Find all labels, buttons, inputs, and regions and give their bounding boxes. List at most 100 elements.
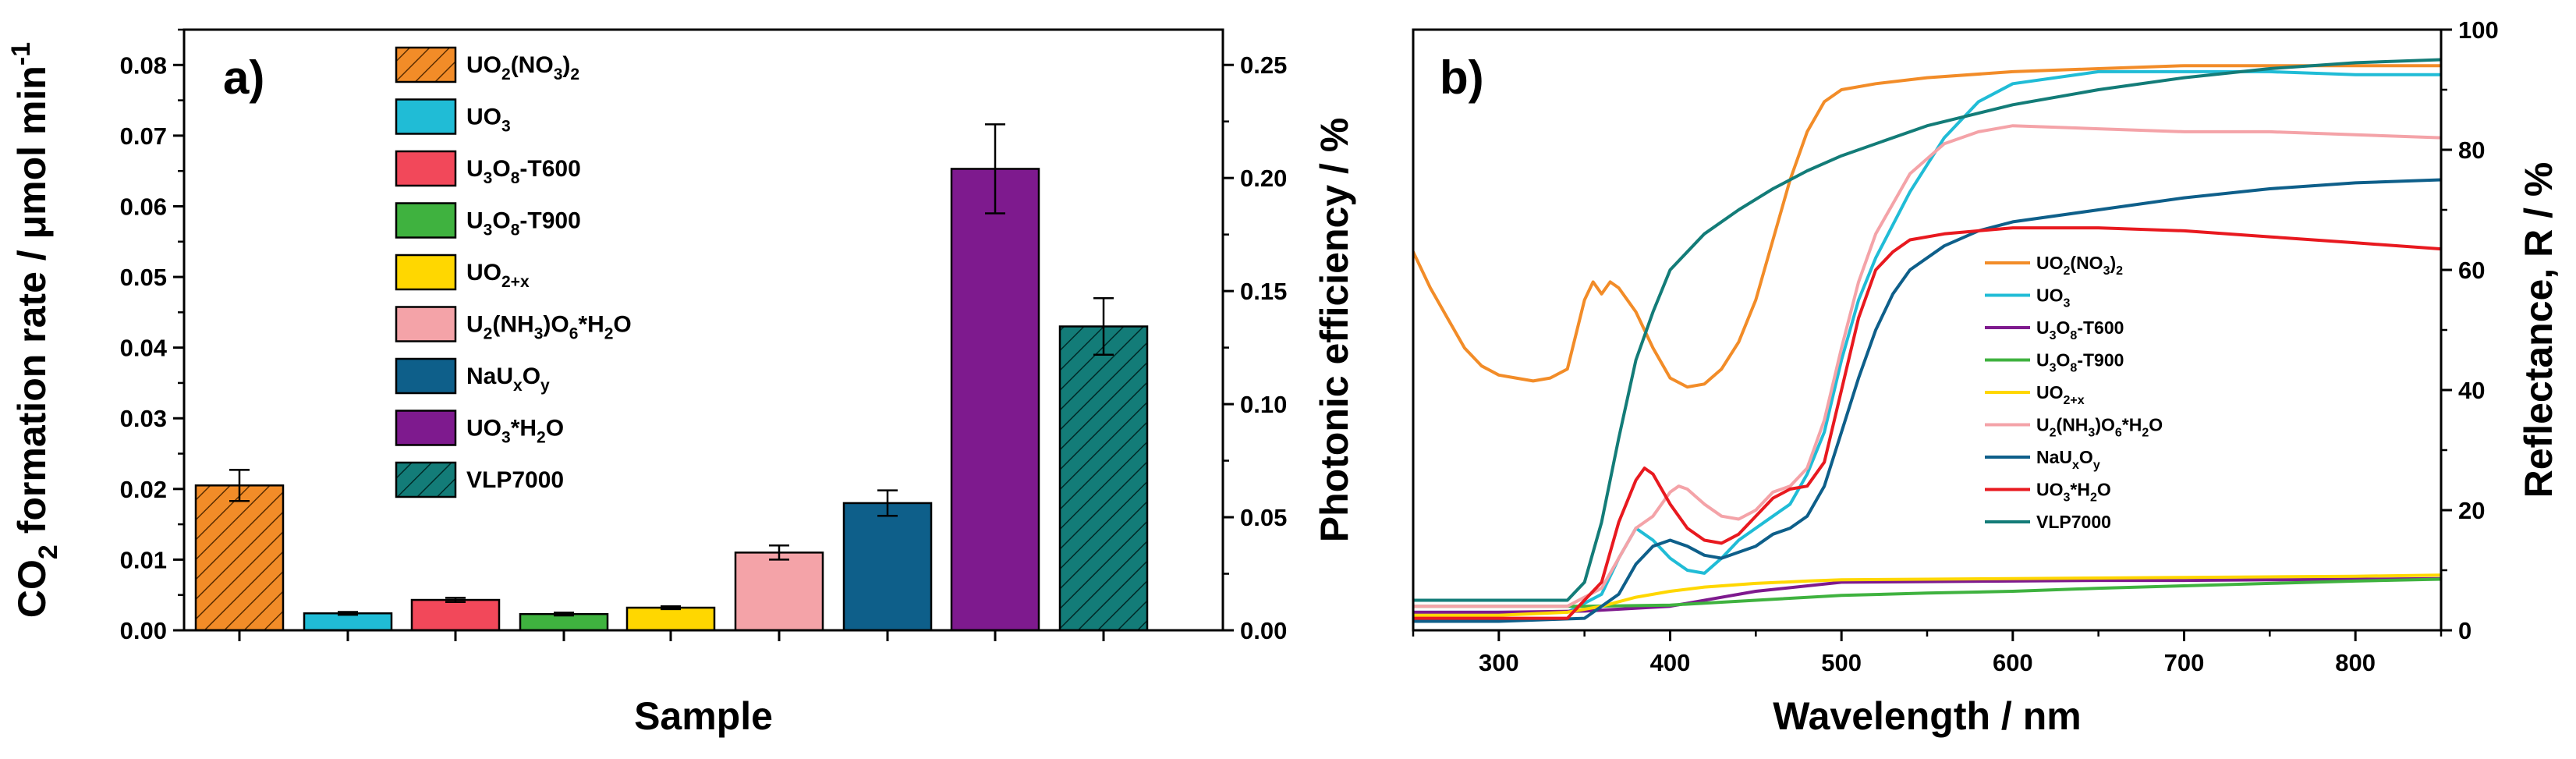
y2-tick-label: 0.25 bbox=[1240, 51, 1287, 79]
y-tick-label: 0.08 bbox=[120, 51, 167, 79]
bar-U3O8-T900 bbox=[519, 612, 609, 632]
legend-swatch-U3O8-T900 bbox=[395, 202, 457, 239]
legend-label-U3O8-T600: U3O8-T600 bbox=[466, 156, 581, 187]
error-bars bbox=[229, 123, 1114, 617]
error-bar-UO2(NO3)2 bbox=[229, 469, 250, 502]
x-tick-label: 500 bbox=[1821, 649, 1862, 676]
y-axis-label: CO2 formation rate / μmol min-1 bbox=[6, 42, 63, 618]
reflectance-series bbox=[1413, 58, 2441, 623]
error-bar-NaUxOy bbox=[877, 489, 898, 517]
legend-label-NaUxOy: NaUxOy bbox=[466, 364, 550, 395]
plot-frame bbox=[1412, 28, 2443, 632]
y2-tick-label: 0.15 bbox=[1240, 278, 1287, 305]
y-axis-ticks: 0 20 40 60 80 100 bbox=[2441, 16, 2499, 644]
y-tick-label: 40 bbox=[2458, 377, 2485, 404]
legend-label-NaUxOy: NaUxOy bbox=[2036, 447, 2100, 472]
y2-tick-label: 0.20 bbox=[1240, 165, 1287, 192]
y-tick-label: 0.01 bbox=[120, 546, 167, 573]
y-tick-label: 0.07 bbox=[120, 122, 167, 150]
legend-swatch-VLP7000 bbox=[395, 461, 457, 498]
bar-NaUxOy bbox=[842, 502, 933, 632]
y-tick-label: 0.06 bbox=[120, 193, 167, 220]
series-line-UO2+x bbox=[1413, 573, 2441, 617]
legend-label-VLP7000: VLP7000 bbox=[2036, 512, 2111, 532]
legend-swatch-UO3*H2O bbox=[395, 410, 457, 446]
legend: UO2(NO3)2 UO3 U3O8-T600 U3O8-T900 UO2+x U2(NH… bbox=[1985, 253, 2163, 532]
series-line-VLP7000 bbox=[1413, 58, 2441, 602]
y2-tick-label: 0.00 bbox=[1240, 617, 1287, 644]
x-tick-label: 600 bbox=[1993, 649, 2033, 676]
y-tick-label: 0.03 bbox=[120, 405, 167, 432]
legend-swatch-UO2(NO3)2 bbox=[395, 46, 457, 83]
legend-label-UO2+x: UO2+x bbox=[2036, 382, 2085, 407]
y-tick-label: 80 bbox=[2458, 137, 2485, 164]
legend-label-UO2(NO3)2: UO2(NO3)2 bbox=[2036, 253, 2123, 278]
y-tick-label: 100 bbox=[2458, 16, 2499, 44]
y2-tick-label: 0.10 bbox=[1240, 391, 1287, 418]
legend-label-UO3*H2O: UO3*H2O bbox=[2036, 480, 2111, 505]
legend-label-VLP7000: VLP7000 bbox=[466, 467, 564, 493]
legend-label-UO3: UO3 bbox=[466, 105, 511, 136]
legend-label-UO2+x: UO2+x bbox=[466, 260, 530, 291]
error-bar-U2(NH3)O6*H2O bbox=[769, 544, 789, 561]
x-axis-ticks: 300 400 500 600 700 800 bbox=[1412, 630, 2443, 676]
y-tick-label: 60 bbox=[2458, 257, 2485, 284]
error-bar-UO3*H2O bbox=[985, 123, 1005, 215]
plot-frame bbox=[182, 28, 1224, 632]
legend-label-UO3*H2O: UO3*H2O bbox=[466, 416, 564, 447]
x-tick-label: 700 bbox=[2164, 649, 2205, 676]
bar-U3O8-T600 bbox=[410, 598, 501, 632]
bar-UO2(NO3)2 bbox=[194, 484, 285, 632]
legend-label-UO2(NO3)2: UO2(NO3)2 bbox=[466, 52, 579, 83]
y-tick-label: 0.02 bbox=[120, 476, 167, 503]
legend-swatch-NaUxOy bbox=[395, 357, 457, 395]
legend-swatch-U2(NH3)O6*H2O bbox=[395, 306, 457, 342]
series-line-UO2(NO3)2 bbox=[1413, 64, 2441, 389]
bar-U2(NH3)O6*H2O bbox=[734, 552, 824, 632]
x-tick-label: 800 bbox=[2335, 649, 2376, 676]
legend-label-U3O8-T900: U3O8-T900 bbox=[2036, 350, 2124, 375]
y2-axis-label: Photonic efficiency / % bbox=[1313, 118, 1356, 543]
panel-b-line-chart: 300 400 500 600 700 800 0 20 40 60 80 100 b) Wavel… bbox=[1412, 16, 2560, 738]
y2-axis-ticks: 0.00 0.05 0.10 0.15 0.20 0.25 bbox=[1223, 51, 1287, 644]
panel-label-a: a) bbox=[223, 51, 264, 104]
x-tick-label: 400 bbox=[1650, 649, 1691, 676]
error-bar-UO2+x bbox=[661, 605, 681, 611]
error-bar-U3O8-T600 bbox=[445, 597, 466, 604]
legend-label-U2(NH3)O6*H2O: U2(NH3)O6*H2O bbox=[466, 312, 632, 343]
legend-label-UO3: UO3 bbox=[2036, 286, 2071, 310]
legend-label-U3O8-T600: U3O8-T600 bbox=[2036, 317, 2124, 342]
y-axis-ticks: 0.00 0.01 0.02 0.03 0.04 0.05 0.06 0.07 0.08 bbox=[120, 28, 184, 644]
legend-label-U2(NH3)O6*H2O: U2(NH3)O6*H2O bbox=[2036, 415, 2163, 440]
series-line-UO3*H2O bbox=[1413, 226, 2441, 620]
panel-a-bar-chart: 0.00 0.01 0.02 0.03 0.04 0.05 0.06 0.07 0.08 0.0… bbox=[6, 28, 1356, 738]
series-line-UO3 bbox=[1413, 69, 2441, 614]
series-line-NaUxOy bbox=[1413, 178, 2441, 623]
y-tick-label: 0.05 bbox=[120, 264, 167, 291]
series-line-U3O8-T600 bbox=[1413, 576, 2441, 614]
legend: UO2(NO3)2 UO3 U3O8-T600 U3O8-T900 UO2+x U2(NH… bbox=[395, 46, 632, 498]
y-tick-label: 20 bbox=[2458, 497, 2485, 524]
bar-UO3 bbox=[303, 612, 393, 632]
panel-label-b: b) bbox=[1440, 51, 1484, 104]
y-axis-label: Reflectance, R / % bbox=[2517, 162, 2560, 498]
legend-swatch-UO2+x bbox=[395, 254, 457, 291]
bar-UO2+x bbox=[625, 606, 716, 632]
series-line-U2(NH3)O6*H2O bbox=[1413, 124, 2441, 608]
error-bar-UO3 bbox=[338, 611, 358, 616]
y2-tick-label: 0.05 bbox=[1240, 504, 1287, 531]
x-axis-label: Sample bbox=[634, 694, 773, 738]
bar-UO3*H2O bbox=[950, 168, 1040, 632]
legend-swatch-UO3 bbox=[395, 98, 457, 135]
error-bar-VLP7000 bbox=[1093, 296, 1114, 356]
y-tick-label: 0.04 bbox=[120, 335, 168, 362]
legend-swatch-U3O8-T600 bbox=[395, 150, 457, 187]
x-axis-label: Wavelength / nm bbox=[1773, 694, 2081, 738]
y-tick-label: 0 bbox=[2458, 617, 2471, 644]
bar-series bbox=[194, 168, 1149, 632]
x-tick-label: 300 bbox=[1479, 649, 1519, 676]
series-line-U3O8-T900 bbox=[1413, 577, 2441, 608]
legend-label-U3O8-T900: U3O8-T900 bbox=[466, 208, 581, 239]
x-axis-ticks bbox=[238, 630, 1105, 641]
